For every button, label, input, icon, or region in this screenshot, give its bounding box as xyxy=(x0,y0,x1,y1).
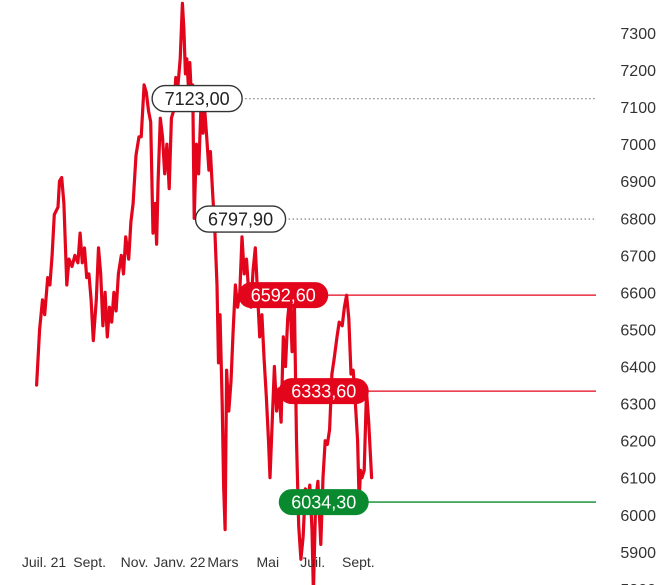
x-tick-label: Juil. 21 xyxy=(22,554,67,570)
y-tick-label: 7100 xyxy=(620,100,656,117)
x-tick-label: Mai xyxy=(257,554,280,570)
y-axis: 5800 5900 6000 6100 6200 6300 6400 6500 6600 6700… xyxy=(620,26,656,585)
value-label-pill xyxy=(278,489,369,516)
value-label-text: 6797,90 xyxy=(208,210,273,230)
y-tick-label: 6000 xyxy=(620,508,656,525)
y-tick-label: 7000 xyxy=(620,137,656,154)
value-label: 6592,60 xyxy=(238,282,329,309)
y-tick-label: 5900 xyxy=(620,545,656,562)
y-tick-label: 6300 xyxy=(620,397,656,414)
x-tick-label: Mars xyxy=(207,554,238,570)
value-label-pill xyxy=(151,84,243,113)
x-tick-label: Nov. xyxy=(121,554,149,570)
y-tick-label: 6800 xyxy=(620,211,656,228)
y-tick-label: 5800 xyxy=(620,582,656,585)
value-label: 6333,60 xyxy=(278,378,369,405)
value-label-text: 6592,60 xyxy=(251,286,316,306)
plot-area xyxy=(35,1,374,585)
value-label-pill xyxy=(194,205,287,233)
x-axis: Juil. 21 Sept. Nov. Janv. 22 Mars Mai Juil. Sep… xyxy=(22,554,375,570)
y-tick-label: 6900 xyxy=(620,174,656,191)
y-tick-label: 7300 xyxy=(620,26,656,43)
value-label: 7123,00 xyxy=(151,84,243,113)
y-tick-label: 6100 xyxy=(620,471,656,488)
series-line xyxy=(35,1,374,585)
value-label-text: 6333,60 xyxy=(291,382,356,402)
x-tick-label: Sept. xyxy=(73,554,106,570)
y-tick-label: 7200 xyxy=(620,63,656,80)
y-tick-label: 6200 xyxy=(620,434,656,451)
x-tick-label: Sept. xyxy=(342,554,375,570)
value-label-text: 7123,00 xyxy=(165,89,230,109)
value-label: 6034,30 xyxy=(278,489,369,516)
value-label: 6797,90 xyxy=(194,205,287,233)
y-tick-label: 6400 xyxy=(620,360,656,377)
value-label-text: 6034,30 xyxy=(291,493,356,513)
y-tick-label: 6600 xyxy=(620,285,656,302)
x-tick-label: Janv. 22 xyxy=(154,554,206,570)
reference-lines xyxy=(197,97,596,503)
value-label-pill xyxy=(278,378,369,405)
x-tick-label: Juil. xyxy=(300,554,325,570)
y-tick-label: 6700 xyxy=(620,248,656,265)
value-label-pill xyxy=(238,282,329,309)
y-tick-label: 6500 xyxy=(620,322,656,339)
annotations: 7123,00 6797,90 6592,60 6333,60 6034,30 xyxy=(151,84,369,516)
